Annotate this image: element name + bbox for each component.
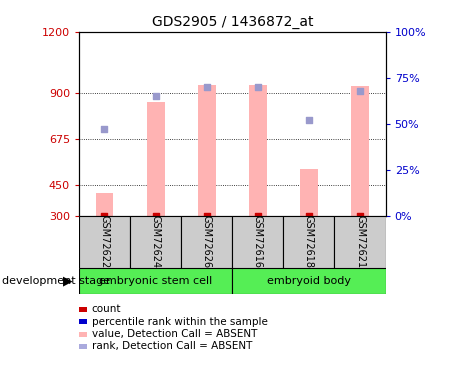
Point: [101, 213, 108, 219]
Point: [305, 213, 313, 219]
Text: GSM72624: GSM72624: [151, 215, 161, 268]
Bar: [300, 169, 318, 216]
Text: development stage: development stage: [2, 276, 110, 286]
Bar: [181, 216, 232, 268]
Point: [152, 93, 159, 99]
Point: [356, 88, 364, 94]
Text: GSM72622: GSM72622: [100, 215, 110, 268]
Text: count: count: [92, 304, 121, 314]
Bar: [79, 268, 232, 294]
Point: [203, 213, 210, 219]
Point: [101, 126, 108, 132]
Bar: [232, 216, 283, 268]
Text: rank, Detection Call = ABSENT: rank, Detection Call = ABSENT: [92, 342, 252, 351]
Bar: [79, 216, 130, 268]
Text: ▶: ▶: [63, 275, 73, 288]
Point: [152, 213, 159, 219]
Text: embryoid body: embryoid body: [267, 276, 351, 286]
Text: GSM72616: GSM72616: [253, 215, 263, 268]
Bar: [335, 216, 386, 268]
Point: [203, 84, 210, 90]
Text: percentile rank within the sample: percentile rank within the sample: [92, 317, 267, 327]
Text: value, Detection Call = ABSENT: value, Detection Call = ABSENT: [92, 329, 257, 339]
Text: GSM72621: GSM72621: [355, 215, 365, 268]
Text: GSM72618: GSM72618: [304, 215, 314, 268]
Bar: [198, 85, 216, 216]
Bar: [96, 193, 113, 216]
Bar: [249, 85, 267, 216]
Bar: [283, 216, 335, 268]
Text: GSM72626: GSM72626: [202, 215, 212, 268]
Bar: [232, 268, 386, 294]
Title: GDS2905 / 1436872_at: GDS2905 / 1436872_at: [152, 15, 313, 30]
Text: embryonic stem cell: embryonic stem cell: [99, 276, 212, 286]
Bar: [351, 86, 369, 216]
Point: [356, 213, 364, 219]
Point: [305, 117, 313, 123]
Point: [254, 84, 262, 90]
Point: [254, 213, 262, 219]
Bar: [147, 102, 165, 216]
Bar: [130, 216, 181, 268]
